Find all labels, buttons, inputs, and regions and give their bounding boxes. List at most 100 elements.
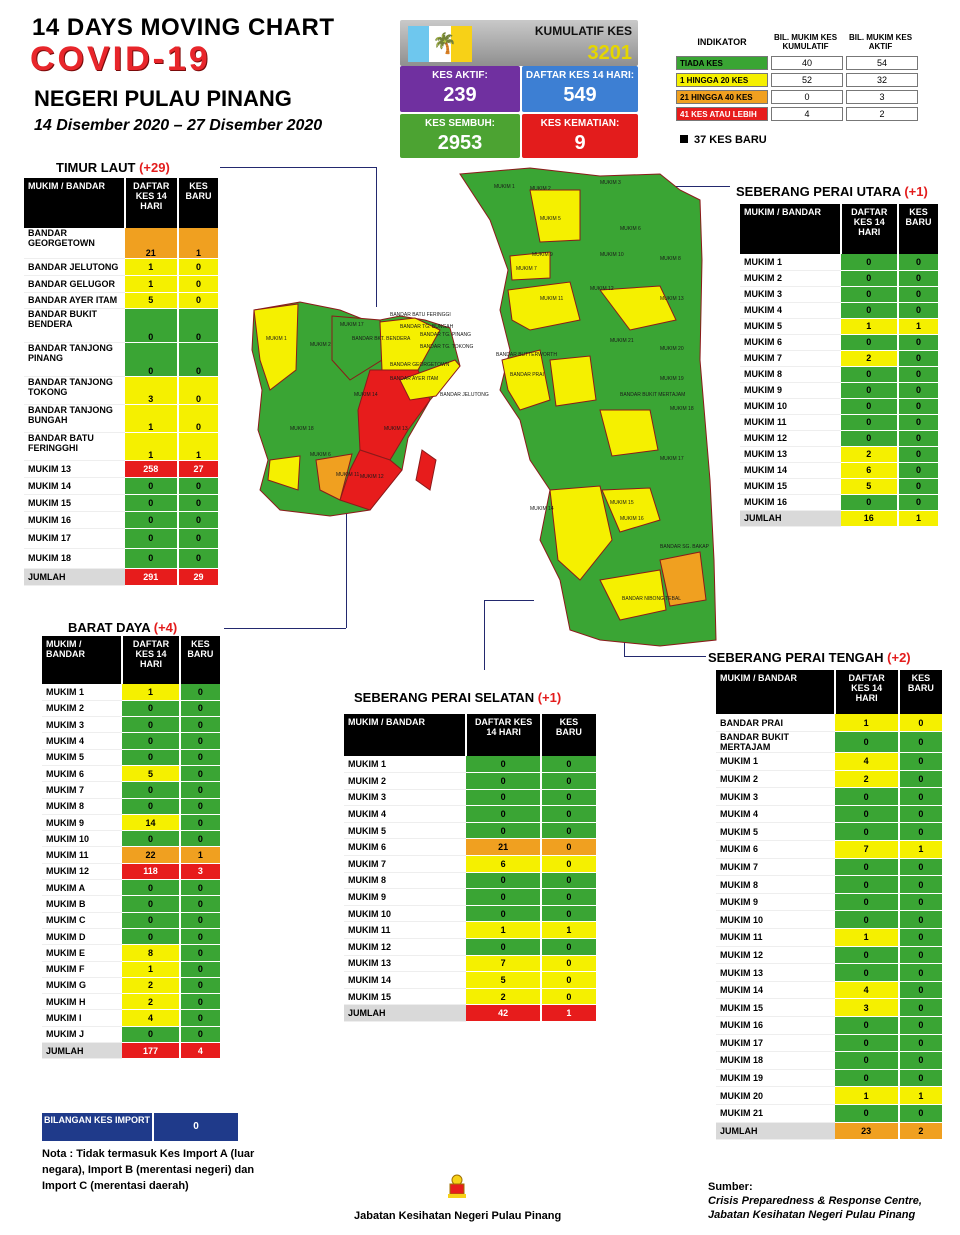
header-daftar: DAFTAR KES 14 HARI (834, 670, 900, 714)
total-label: JUMLAH (740, 510, 841, 527)
baru-value: 0 (179, 830, 223, 848)
baru-value: 0 (897, 430, 941, 447)
table-row: BANDAR GELUGOR 1 0 (24, 275, 221, 293)
map-label: MUKIM 8 (660, 256, 681, 262)
sps-mukim-13 (549, 485, 613, 581)
baru-value: 1 (898, 840, 945, 859)
baru-value: 0 (179, 961, 223, 978)
daftar-value: 0 (834, 858, 900, 877)
table-row: BANDAR BATU FERINGGHI 1 1 (24, 432, 221, 461)
mukim-name: BANDAR BATU FERINGGHI (24, 432, 125, 461)
daftar-value: 0 (466, 822, 542, 840)
baru-value: 0 (898, 752, 945, 771)
daftar-value: 549 (563, 84, 597, 106)
mukim-name: BANDAR TANJONG PINANG (24, 342, 125, 377)
map-label: BANDAR TG. TOKONG (420, 344, 473, 350)
aktif-value: 239 (443, 84, 477, 106)
source-block: Sumber: Crisis Preparedness & Response C… (708, 1180, 922, 1222)
baru-value: 0 (177, 494, 221, 512)
island-mukim-12 (339, 449, 403, 511)
daftar-value: 7 (466, 955, 542, 973)
baru-value: 0 (897, 414, 941, 431)
table-row: MUKIM 16 0 0 (24, 511, 221, 529)
mukim-name: MUKIM 8 (42, 798, 123, 815)
header-mukim: MUKIM / BANDAR (740, 204, 842, 254)
mukim-name: MUKIM B (42, 895, 123, 913)
map-label: MUKIM 10 (600, 252, 624, 258)
baru-value: 0 (540, 938, 599, 956)
legend-aktif-count: 32 (846, 73, 918, 87)
daftar-value: 5 (840, 478, 899, 495)
source-label: Sumber: (708, 1181, 753, 1193)
baru-value: 0 (897, 334, 941, 351)
baru-value: 0 (897, 462, 941, 479)
square-icon (680, 135, 688, 143)
daftar-value: 0 (834, 910, 900, 930)
legend-indicator: 21 HINGGA 40 KES (676, 90, 768, 104)
table-row: MUKIM 12 0 0 (716, 946, 945, 965)
connector-line (624, 656, 706, 657)
baru-value: 0 (540, 855, 599, 873)
state-title: NEGERI PULAU PINANG (34, 86, 292, 111)
island-bandar-tokong (379, 317, 441, 371)
barat-daya-table: MUKIM / BANDAR DAFTAR KES 14 HARI KES BARU… (42, 636, 223, 1060)
mukim-name: MUKIM 17 (24, 528, 125, 549)
baru-value: 0 (898, 1016, 945, 1035)
baru-value: 0 (898, 1069, 945, 1088)
daftar-value: 0 (840, 302, 899, 319)
nota-text: Nota : Tidak termasuk Kes Import A (luar… (42, 1148, 255, 1192)
mukim-name: MUKIM 5 (344, 822, 467, 840)
daftar-value: 0 (122, 912, 181, 929)
total-row: JUMLAH 291 29 (24, 568, 221, 586)
header-baru: KES BARU (898, 670, 945, 714)
baru-value: 0 (179, 879, 223, 897)
table-row: MUKIM 10 0 0 (344, 905, 599, 923)
baru-value: 0 (177, 528, 221, 549)
mukim-name: MUKIM 6 (42, 765, 123, 783)
mukim-name: BANDAR GELUGOR (24, 275, 125, 293)
daftar-value: 0 (834, 1069, 900, 1088)
table-row: MUKIM 21 0 0 (716, 1104, 945, 1123)
daftar-value: 8 (122, 944, 181, 962)
section-name: BARAT DAYA (68, 620, 151, 635)
daftar-value: 0 (122, 798, 181, 815)
mukim-name: MUKIM 4 (716, 805, 835, 824)
mukim-name: MUKIM 12 (344, 938, 467, 956)
daftar-value: 0 (834, 1104, 900, 1123)
baru-value: 0 (540, 805, 599, 823)
table-row: MUKIM 15 2 0 (344, 988, 599, 1006)
total-label: JUMLAH (716, 1122, 835, 1141)
penang-map: BANDAR BATU FERINGGI BANDAR TG. BUNGAH BAN… (251, 167, 717, 647)
sps-mukim-14 (601, 487, 661, 533)
mukim-name: MUKIM J (42, 1026, 123, 1044)
mukim-name: MUKIM 13 (716, 963, 835, 982)
baru-value: 0 (540, 872, 599, 890)
baru-value: 0 (898, 1034, 945, 1053)
daftar-value: 0 (122, 749, 181, 766)
connector-line (346, 500, 347, 628)
baru-value: 0 (179, 928, 223, 946)
mukim-name: MUKIM 18 (716, 1051, 835, 1070)
daftar-value: 1 (124, 275, 179, 293)
daftar-value: 0 (122, 879, 181, 897)
island-mukim-1 (253, 303, 299, 391)
map-label: MUKIM 3 (600, 180, 621, 186)
import-value: 0 (152, 1113, 238, 1141)
baru-value: 0 (898, 858, 945, 877)
table-row: MUKIM 13 7 0 (344, 955, 599, 973)
table-row: MUKIM 10 0 0 (716, 910, 945, 930)
spu-mukim-13 (507, 281, 581, 331)
baru-value: 0 (179, 781, 223, 799)
baru-value: 0 (898, 805, 945, 824)
mukim-name: MUKIM 14 (740, 462, 841, 479)
mukim-name: MUKIM 8 (344, 872, 467, 890)
map-label: MUKIM 11 (336, 472, 359, 478)
baru-value: 1 (540, 921, 599, 940)
legend-kumulatif-count: 0 (771, 90, 843, 104)
